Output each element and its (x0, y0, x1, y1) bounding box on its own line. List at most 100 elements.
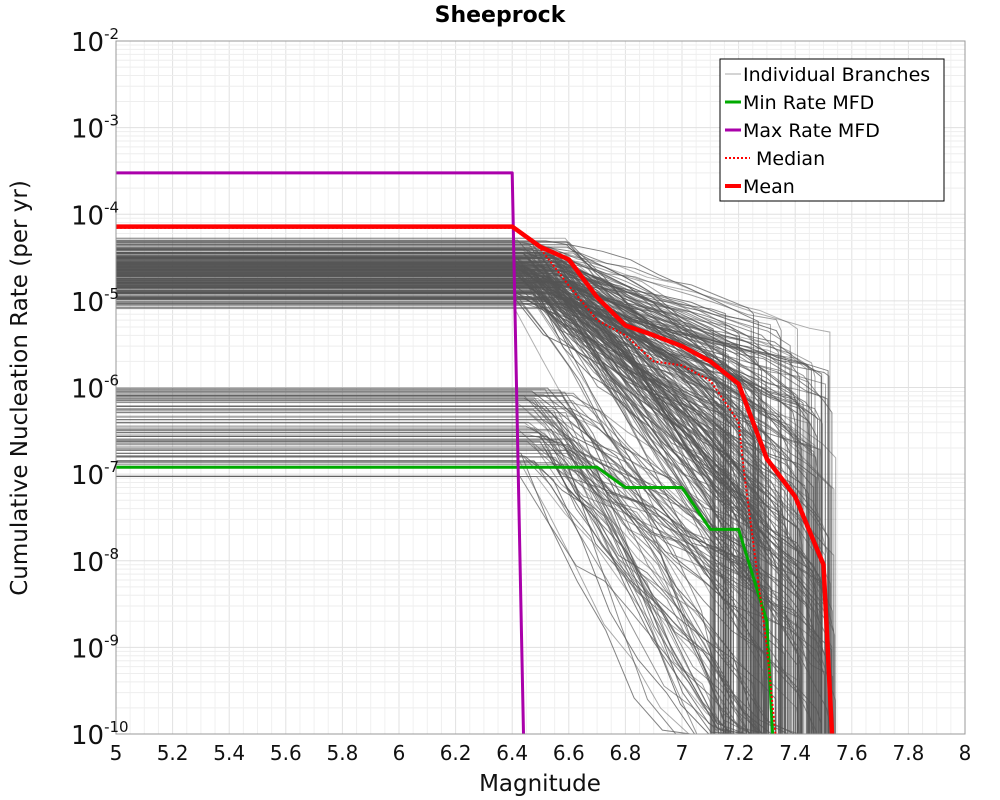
branch-line (116, 263, 764, 734)
y-tick-label: 10-2 (71, 25, 119, 58)
branch-line (116, 406, 734, 734)
branch-line (116, 249, 826, 734)
branch-line (116, 262, 771, 734)
branch-line (116, 307, 764, 734)
legend: Individual Branches Min Rate MFD Max Rate … (719, 58, 945, 202)
branch-line (116, 258, 765, 734)
branch-line (116, 271, 742, 734)
plot-frame (115, 40, 966, 735)
x-tick-label: 6.4 (496, 741, 528, 765)
legend-box (719, 58, 945, 202)
y-tick-label: 10-9 (71, 631, 119, 664)
y-tick-exponent: -9 (104, 631, 119, 649)
branch-line (116, 410, 768, 735)
chart-title: Sheeprock (435, 3, 567, 28)
y-tick-exponent: -6 (104, 372, 119, 390)
y-tick-exponent: -7 (104, 458, 119, 476)
branch-line (116, 394, 798, 734)
x-tick-label: 6.2 (440, 741, 472, 765)
x-tick-label: 7.2 (723, 741, 755, 765)
branch-line (116, 279, 811, 734)
branch-line (116, 391, 791, 735)
series-line-max-rate-mfd (116, 171, 525, 735)
branch-line (116, 440, 767, 734)
y-axis-label: Cumulative Nucleation Rate (per yr) (7, 180, 33, 596)
y-tick-exponent: -5 (104, 285, 119, 303)
x-tick-label: 5.8 (326, 741, 358, 765)
branch-line (116, 268, 816, 734)
individual-branches-layer (116, 237, 837, 735)
y-tick-exponent: -2 (104, 25, 119, 43)
x-tick-label: 7.6 (836, 741, 868, 765)
series-line-median (116, 226, 777, 735)
branch-line (116, 252, 811, 734)
x-tick-label: 5.2 (157, 741, 189, 765)
branch-line (116, 306, 802, 734)
branch-line (116, 277, 777, 734)
branch-line (116, 257, 784, 734)
legend-label: Min Rate MFD (743, 92, 874, 114)
x-tick-label: 5 (110, 741, 123, 765)
branch-line (116, 275, 788, 734)
y-tick-exponent: -8 (104, 545, 119, 563)
branch-line (116, 282, 818, 734)
grid (115, 41, 966, 735)
branch-line (116, 462, 815, 734)
branch-line (116, 272, 782, 734)
branch-line (116, 263, 719, 734)
legend-label: Individual Branches (743, 64, 930, 86)
y-tick-exponent: -10 (104, 718, 129, 736)
branch-line (116, 298, 785, 734)
branch-line (116, 278, 808, 734)
branch-line (116, 270, 740, 734)
branch-line (116, 280, 802, 734)
branch-line (116, 301, 837, 734)
branch-line (116, 389, 712, 734)
branch-line (116, 456, 734, 734)
branch-line (116, 432, 819, 735)
branch-line (116, 267, 809, 734)
branch-line (116, 476, 776, 734)
branch-line (116, 422, 800, 735)
x-tick-label: 7 (676, 741, 689, 765)
branch-line (116, 281, 726, 734)
x-tick-label: 6.8 (609, 741, 641, 765)
branch-line (116, 284, 802, 734)
branch-line (116, 400, 751, 735)
branch-line (116, 387, 729, 735)
x-tick-label: 6.6 (553, 741, 585, 765)
legend-label: Median (756, 148, 825, 170)
branch-line (116, 290, 747, 734)
branch-line (116, 284, 781, 734)
branch-line (116, 273, 727, 734)
series-line-min-rate-mfd (116, 465, 775, 735)
branch-line (116, 241, 796, 734)
legend-label: Mean (743, 176, 795, 198)
branch-line (116, 271, 810, 734)
branch-line (116, 296, 817, 734)
branch-line (116, 302, 747, 734)
branch-line (116, 292, 804, 734)
y-tick-exponent: -3 (104, 112, 119, 130)
branch-line (116, 264, 724, 734)
x-axis-ticks: 5 5.2 5.4 5.6 5.8 6 6.2 6.4 6.6 6.8 7 7.2 7.4 7.6 7.8 8 (110, 741, 972, 765)
x-tick-label: 8 (959, 741, 972, 765)
legend-label: Max Rate MFD (743, 120, 880, 142)
branch-line (116, 291, 732, 734)
branch-line (116, 263, 820, 734)
series-line-mean (116, 224, 835, 735)
branch-line (116, 431, 730, 735)
branch-line (116, 399, 822, 734)
branch-line (116, 249, 791, 734)
branch-line (116, 271, 821, 734)
series-layer (116, 171, 835, 735)
y-tick-exponent: -4 (104, 198, 119, 216)
x-tick-label: 7.8 (892, 741, 924, 765)
x-axis-label: Magnitude (479, 771, 601, 797)
branch-line (116, 256, 801, 734)
branch-line (116, 248, 721, 734)
branch-line (116, 279, 815, 734)
branch-line (116, 293, 726, 734)
x-tick-label: 7.4 (779, 741, 811, 765)
